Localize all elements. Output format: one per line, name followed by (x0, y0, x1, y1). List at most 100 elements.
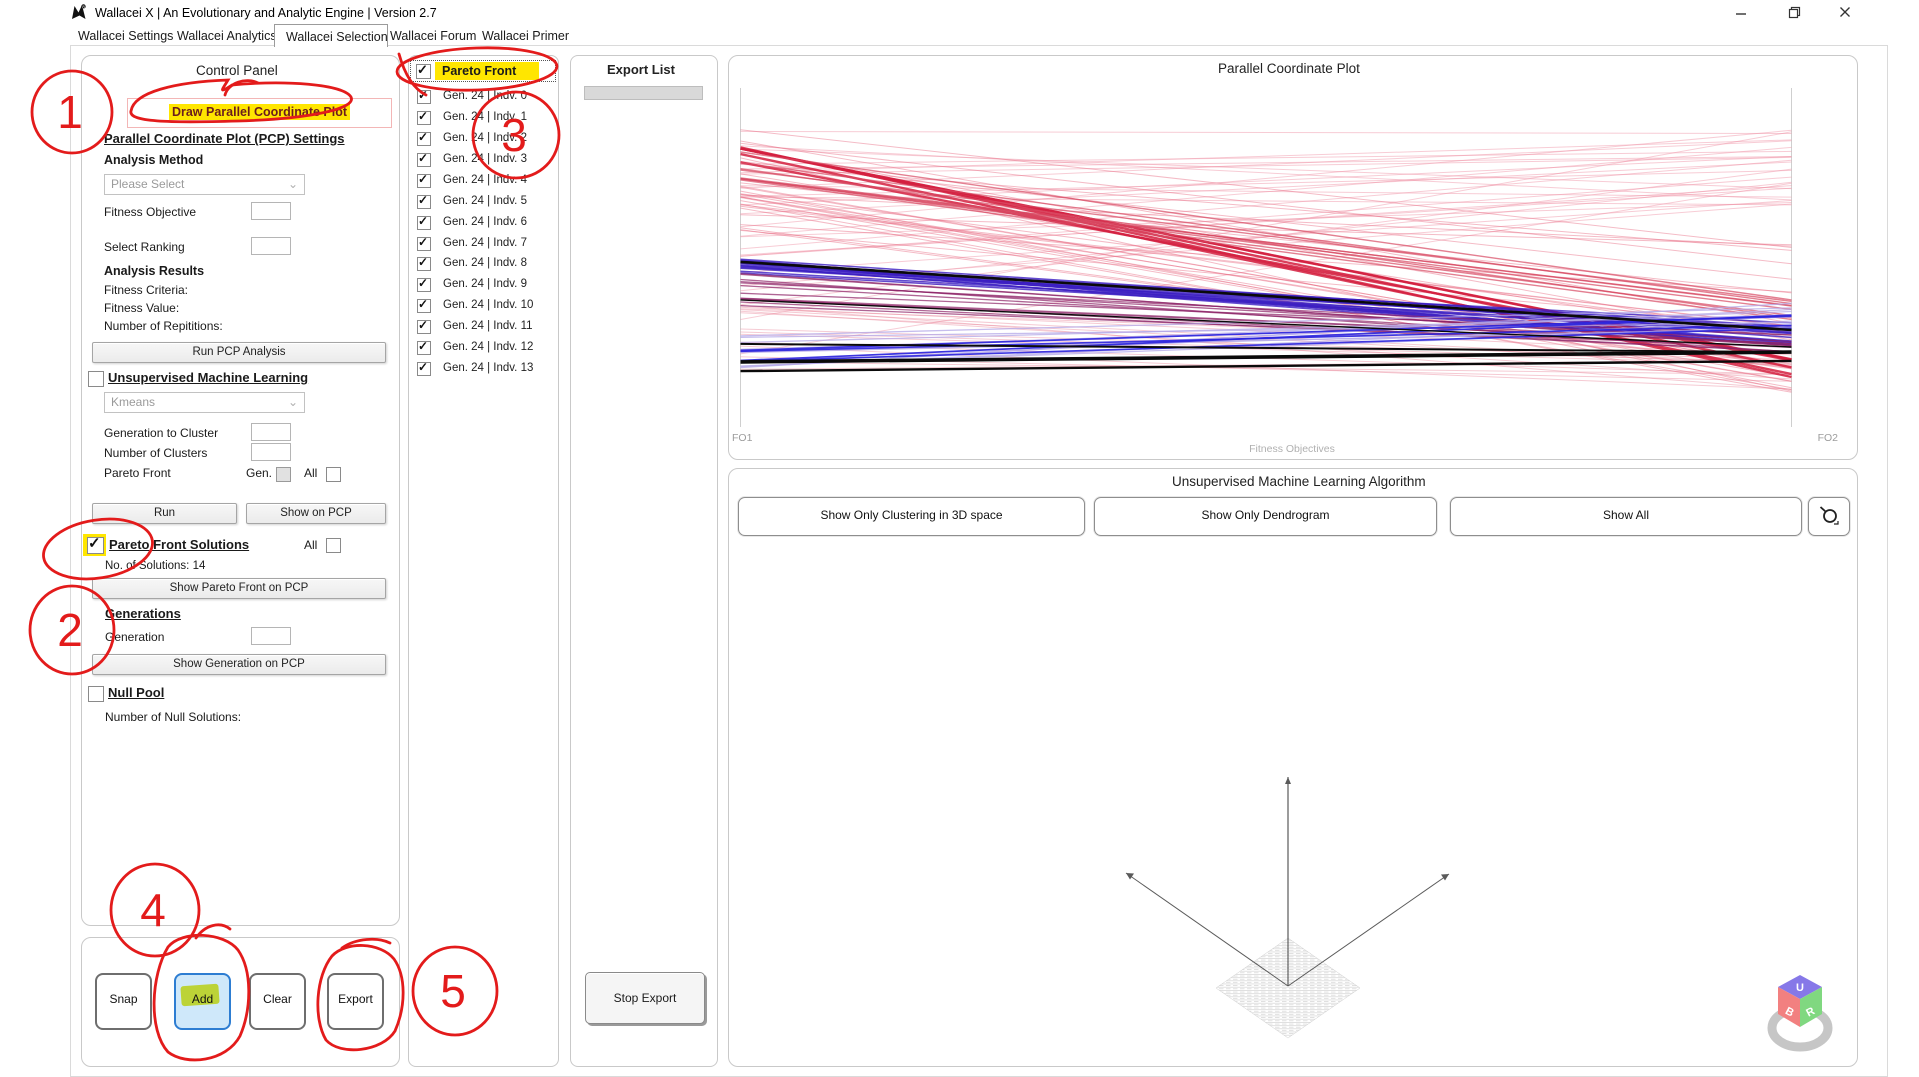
gen-checkbox[interactable] (276, 467, 291, 482)
uml-title: Unsupervised Machine Learning Algorithm (1172, 474, 1426, 489)
run-pcp-analysis-button[interactable]: Run PCP Analysis (92, 342, 386, 363)
wallacei-cube-logo: U B R (1767, 975, 1833, 1052)
generation-to-cluster-input[interactable] (251, 423, 291, 441)
show-on-pcp-button[interactable]: Show on PCP (246, 503, 386, 524)
pcp-line-pink-upper (740, 156, 1792, 206)
export-progress-bar (584, 86, 703, 100)
tab-label: Wallacei Selection (286, 30, 388, 44)
snap-button[interactable]: Snap (95, 973, 152, 1030)
item-checkbox[interactable]: ✓ (417, 214, 431, 230)
pcp-line-crimson-mid (740, 162, 1792, 305)
tab-wallacei-primer[interactable]: Wallacei Primer (482, 29, 570, 43)
all-checkbox[interactable] (326, 467, 341, 482)
list-item[interactable]: ✓ Gen. 24 | Indv. 0 (411, 88, 554, 106)
pcp-line-lavender (740, 328, 1792, 353)
item-checkbox[interactable]: ✓ (417, 255, 431, 272)
item-checkbox[interactable]: ✓ (417, 172, 431, 188)
list-item[interactable]: ✓ Gen. 24 | Indv. 8 (411, 255, 554, 273)
clear-button[interactable]: Clear (249, 973, 306, 1030)
pcp-title: Parallel Coordinate Plot (1218, 61, 1360, 76)
pareto-front-header-row[interactable]: ✓ Pareto Front (410, 60, 556, 82)
uml-heading[interactable]: Unsupervised Machine Learning (108, 370, 309, 385)
add-button[interactable]: Add (174, 973, 231, 1030)
list-item[interactable]: ✓ Gen. 24 | Indv. 7 (411, 234, 554, 253)
item-checkbox[interactable]: ✓ (417, 193, 431, 209)
tab-wallacei-forum[interactable]: Wallacei Forum (390, 29, 477, 43)
pcp-line-pink-upper (740, 185, 1792, 257)
uml-method-select[interactable]: Kmeans ⌄ (104, 392, 305, 413)
list-item[interactable]: ✓ Gen. 24 | Indv. 13 (411, 360, 554, 378)
list-item[interactable]: ✓ Gen. 24 | Indv. 9 (411, 276, 554, 294)
show-all-button[interactable]: Show All (1450, 497, 1802, 536)
pcp-line-magenta (740, 280, 1792, 343)
check-icon: ✓ (417, 62, 428, 77)
pcp-line-pink-upper (740, 129, 1792, 228)
pcp-line-black (740, 299, 1792, 348)
draw-pcp-button[interactable]: Draw Parallel Coordinate Plot (127, 98, 392, 128)
clustering-3d-viewport[interactable]: U B R (728, 468, 1856, 1065)
list-item[interactable]: ✓ Gen. 24 | Indv. 6 (411, 214, 554, 232)
pcp-line-pink-upper (740, 196, 1792, 206)
number-of-clusters-label: Number of Clusters (104, 446, 208, 460)
generation-label: Generation (105, 630, 165, 644)
item-checkbox[interactable]: ✓ (417, 297, 431, 314)
run-button[interactable]: Run (92, 503, 237, 524)
item-checkbox[interactable]: ✓ (417, 88, 431, 104)
all-checkbox-2[interactable] (326, 538, 341, 553)
number-of-clusters-input[interactable] (251, 443, 291, 461)
pcp-line-lavender (740, 307, 1792, 337)
list-item[interactable]: ✓ Gen. 24 | Indv. 2 (411, 130, 554, 148)
list-item[interactable]: ✓ Gen. 24 | Indv. 4 (411, 172, 554, 190)
list-item[interactable]: ✓ Gen. 24 | Indv. 12 (411, 339, 554, 357)
tab-wallacei-settings[interactable]: Wallacei Settings (78, 29, 174, 43)
list-item[interactable]: ✓ Gen. 24 | Indv. 10 (411, 297, 554, 315)
pcp-line-lavender (740, 322, 1792, 338)
check-icon: ✓ (418, 234, 429, 249)
item-checkbox[interactable]: ✓ (417, 130, 431, 146)
item-checkbox[interactable]: ✓ (417, 360, 431, 377)
restore-button[interactable] (1779, 6, 1809, 24)
item-label: Gen. 24 | Indv. 7 (443, 236, 527, 249)
item-checkbox[interactable]: ✓ (417, 151, 431, 167)
app-icon: 8 (70, 3, 88, 21)
null-pool-heading[interactable]: Null Pool (108, 685, 165, 700)
logo-letter-u: U (1796, 982, 1804, 994)
tab-wallacei-selection[interactable]: Wallacei Selection (274, 24, 388, 47)
list-item[interactable]: ✓ Gen. 24 | Indv. 1 (411, 109, 554, 127)
pcp-line-pink-desc (740, 204, 1792, 327)
fitness-criteria-label: Fitness Criteria: (104, 283, 189, 297)
list-item[interactable]: ✓ Gen. 24 | Indv. 5 (411, 193, 554, 211)
show-clustering-button[interactable]: Show Only Clustering in 3D space (738, 497, 1085, 536)
analysis-method-select[interactable]: Please Select ⌄ (104, 174, 305, 195)
pcp-settings-heading: Parallel Coordinate Plot (PCP) Settings (104, 131, 345, 146)
item-checkbox[interactable]: ✓ (417, 339, 431, 356)
pcp-line-pink-desc (740, 142, 1792, 265)
list-item[interactable]: ✓ Gen. 24 | Indv. 3 (411, 151, 554, 169)
num-solutions-label: No. of Solutions: 14 (105, 560, 206, 572)
item-checkbox[interactable]: ✓ (417, 109, 431, 125)
stop-export-button[interactable]: Stop Export (585, 972, 705, 1024)
pareto-front-solutions-heading[interactable]: Pareto Front Solutions (109, 537, 250, 552)
close-button[interactable] (1830, 6, 1860, 24)
pcp-line-crimson-mid (740, 168, 1792, 319)
repetitions-label: Number of Repititions: (104, 319, 223, 333)
show-dendrogram-button[interactable]: Show Only Dendrogram (1094, 497, 1437, 536)
tab-wallacei-analytics[interactable]: Wallacei Analytics (177, 29, 277, 43)
list-item[interactable]: ✓ Gen. 24 | Indv. 11 (411, 318, 554, 336)
pareto-front-solutions-checkbox[interactable]: ✓ (87, 535, 104, 554)
pareto-front-checkbox[interactable]: ✓ (416, 62, 431, 79)
item-checkbox[interactable]: ✓ (417, 318, 431, 335)
null-pool-checkbox[interactable] (88, 686, 104, 702)
export-button[interactable]: Export (327, 973, 384, 1030)
fitness-objective-input[interactable] (251, 202, 291, 220)
window-title: Wallacei X | An Evolutionary and Analyti… (95, 6, 437, 20)
generation-input[interactable] (251, 627, 291, 645)
uml-checkbox[interactable] (88, 371, 104, 387)
magnifier-button[interactable] (1808, 497, 1850, 536)
item-checkbox[interactable]: ✓ (417, 234, 431, 251)
item-checkbox[interactable]: ✓ (417, 276, 431, 293)
select-ranking-input[interactable] (251, 237, 291, 255)
minimize-button[interactable] (1726, 6, 1756, 24)
show-pareto-front-button[interactable]: Show Pareto Front on PCP (92, 578, 386, 599)
show-generation-button[interactable]: Show Generation on PCP (92, 654, 386, 675)
